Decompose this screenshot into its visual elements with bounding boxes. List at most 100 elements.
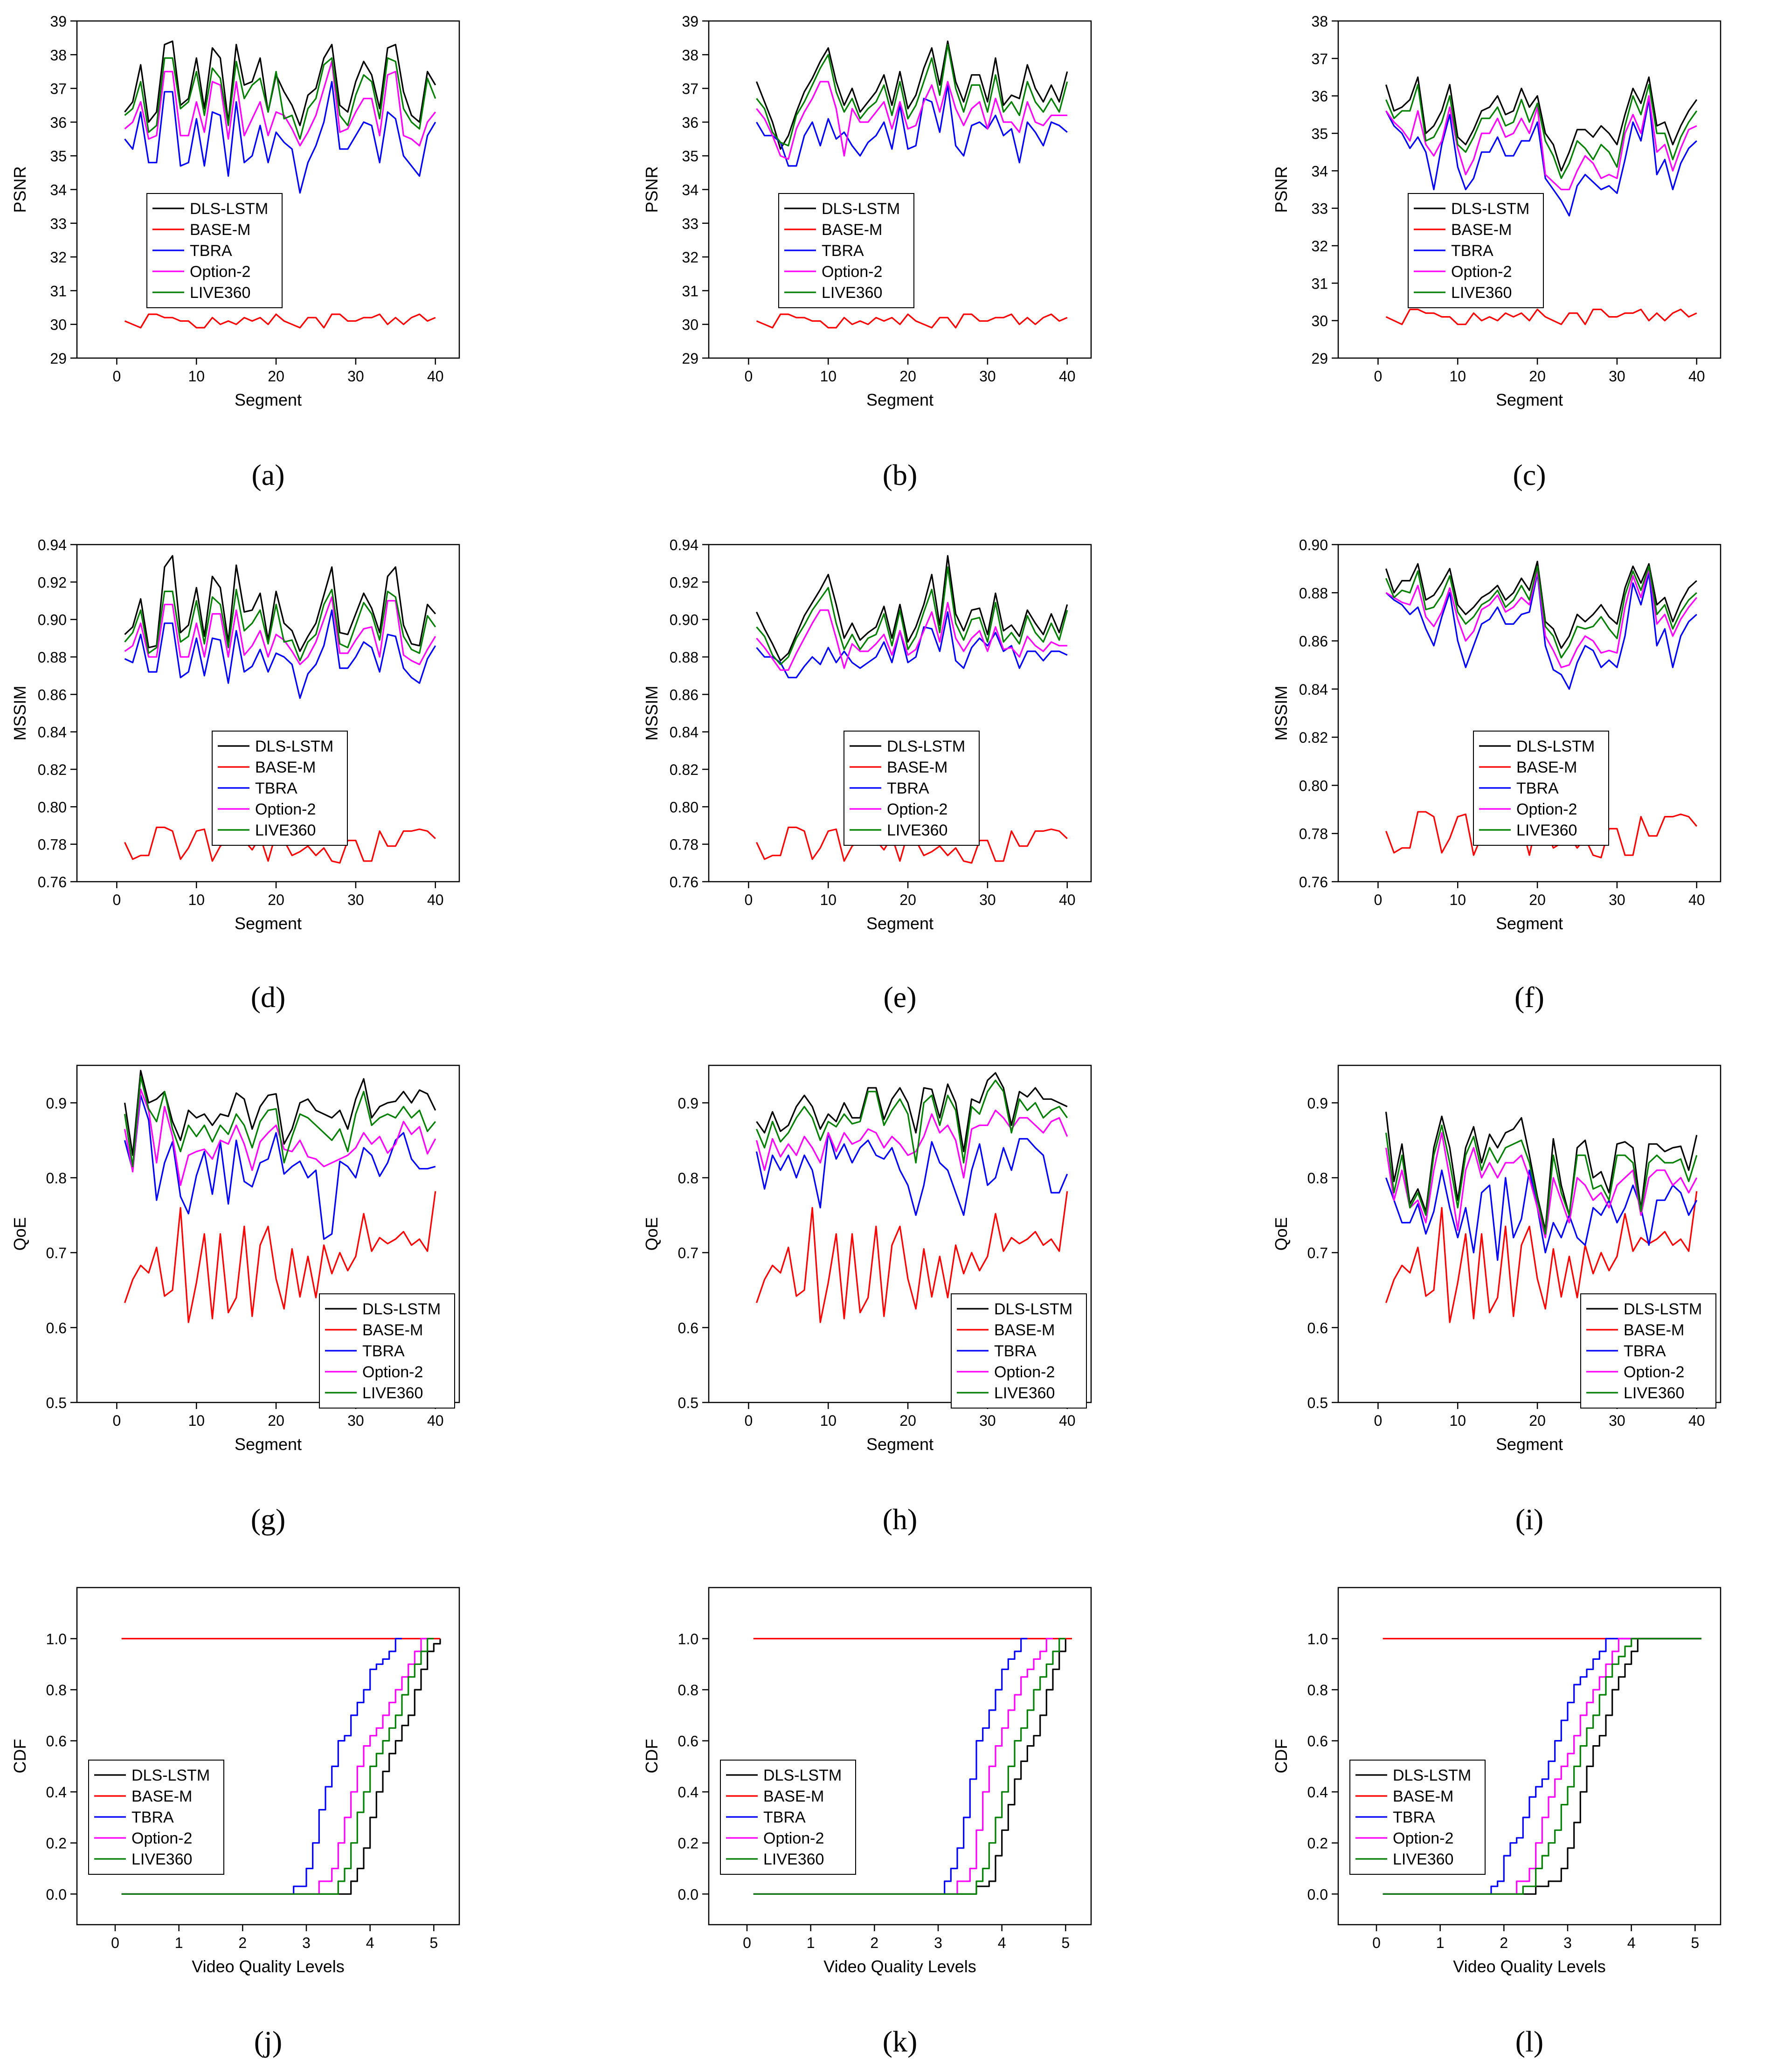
- y-tick-label: 36: [682, 114, 698, 131]
- y-tick-label: 0.84: [38, 724, 67, 741]
- x-tick-label: 3: [1563, 1934, 1572, 1951]
- x-tick-label: 5: [429, 1934, 438, 1951]
- y-axis-label: QoE: [1272, 1217, 1291, 1250]
- panel-caption: (l): [1515, 2025, 1543, 2058]
- x-tick-label: 0: [1372, 1934, 1381, 1951]
- y-axis-label: MSSIM: [10, 685, 29, 740]
- plot-frame: [708, 544, 1092, 883]
- legend-label: BASE-M: [1516, 759, 1577, 776]
- x-tick-label: 10: [820, 891, 837, 908]
- legend: DLS-LSTM BASE-M TBRA Option-2 LIVE360: [319, 1293, 455, 1409]
- y-tick-label: 30: [50, 317, 67, 333]
- panel-j: 0.0 0.2 0.4 0.6 0.8 1.0 0 1 2 3 4 5 Video Quality Le…: [10, 1587, 460, 2058]
- x-tick-label: 40: [1059, 891, 1076, 908]
- series-line-live360: [1385, 1124, 1698, 1235]
- series-line-base-m: [1385, 308, 1697, 325]
- panel-h: 0.5 0.6 0.7 0.8 0.9 0 10 20 30 40 Segment QoE DLS-LS…: [642, 1064, 1092, 1536]
- panel-l: 0.0 0.2 0.4 0.6 0.8 1.0 0 1 2 3 4 5 Video Quality Le…: [1272, 1587, 1722, 2058]
- legend-label: DLS-LSTM: [887, 738, 965, 755]
- x-tick-label: 1: [175, 1934, 183, 1951]
- x-axis-label: Segment: [1496, 914, 1563, 933]
- y-tick-label: 29: [50, 350, 67, 367]
- plot-frame: [708, 1587, 1092, 1926]
- y-tick-label: 0.6: [46, 1319, 67, 1336]
- x-tick-label: 2: [238, 1934, 247, 1951]
- y-axis-label: MSSIM: [642, 685, 661, 740]
- series-line-base-m: [124, 1191, 436, 1323]
- panel-caption: (g): [251, 1503, 286, 1536]
- y-tick-label: 39: [682, 13, 698, 30]
- y-tick-label: 0.80: [1299, 777, 1328, 794]
- y-tick-label: 0.86: [38, 686, 67, 703]
- y-tick-label: 0.76: [1299, 874, 1328, 891]
- legend-label: TBRA: [255, 780, 297, 797]
- y-tick-label: 38: [682, 47, 698, 63]
- series-line-tbra: [121, 1637, 402, 1895]
- series-line-dls-lstm: [1383, 1637, 1701, 1895]
- series-line-tbra: [756, 84, 1068, 167]
- y-tick-label: 31: [1311, 275, 1328, 292]
- y-tick-label: 37: [1311, 50, 1328, 67]
- x-tick-label: 20: [1529, 891, 1546, 908]
- legend-label: Option-2: [131, 1830, 192, 1847]
- x-tick-label: 0: [745, 891, 753, 908]
- series-line-base-m: [756, 313, 1068, 329]
- legend-label: TBRA: [190, 242, 232, 260]
- legend: DLS-LSTM BASE-M TBRA Option-2 LIVE360: [88, 1760, 224, 1875]
- panel-caption: (h): [883, 1503, 918, 1536]
- legend: DLS-LSTM BASE-M TBRA Option-2 LIVE360: [1473, 731, 1609, 846]
- series-line-option-2: [756, 81, 1067, 160]
- y-tick-label: 0.8: [1307, 1170, 1328, 1187]
- x-tick-label: 40: [427, 891, 444, 908]
- panel-caption: (a): [251, 458, 284, 491]
- plot-frame: [1337, 544, 1722, 883]
- plot-frame: [1337, 1064, 1722, 1403]
- x-tick-label: 2: [1500, 1934, 1508, 1951]
- y-tick-label: 35: [682, 148, 698, 165]
- legend-label: BASE-M: [131, 1788, 192, 1805]
- series-line-live360: [1383, 1637, 1701, 1895]
- x-tick-label: 10: [188, 1412, 205, 1429]
- plot-frame: [708, 1064, 1092, 1403]
- legend-label: BASE-M: [190, 221, 250, 239]
- x-tick-label: 3: [934, 1934, 942, 1951]
- y-tick-label: 39: [50, 13, 67, 30]
- x-tick-label: 10: [820, 368, 837, 385]
- legend-label: TBRA: [1393, 1809, 1435, 1826]
- legend-label: Option-2: [887, 801, 947, 818]
- x-tick-label: 20: [899, 891, 916, 908]
- legend-label: DLS-LSTM: [994, 1300, 1072, 1318]
- legend-label: BASE-M: [822, 221, 882, 239]
- legend: DLS-LSTM BASE-M TBRA Option-2 LIVE360: [1349, 1760, 1486, 1875]
- x-tick-label: 30: [1609, 368, 1625, 385]
- series-line-dls-lstm: [753, 1638, 1066, 1895]
- legend-label: DLS-LSTM: [822, 200, 900, 218]
- series-line-live360: [756, 43, 1068, 147]
- y-tick-label: 0.76: [38, 874, 67, 891]
- legend-label: LIVE360: [822, 284, 882, 302]
- y-tick-label: 0.86: [670, 686, 698, 703]
- y-tick-label: 0.0: [1307, 1886, 1328, 1903]
- panel-caption: (f): [1514, 981, 1544, 1014]
- legend: DLS-LSTM BASE-M TBRA Option-2 LIVE360: [720, 1760, 856, 1875]
- y-tick-label: 0.9: [46, 1095, 67, 1112]
- y-tick-label: 0.5: [678, 1395, 698, 1411]
- series-line-tbra: [1385, 99, 1697, 217]
- series-line-tbra: [1385, 1169, 1698, 1261]
- y-tick-label: 0.86: [1299, 633, 1328, 650]
- y-tick-label: 36: [1311, 88, 1328, 105]
- legend-label: DLS-LSTM: [1516, 738, 1595, 755]
- y-tick-label: 0.8: [678, 1682, 698, 1699]
- x-axis-label: Segment: [1496, 390, 1563, 409]
- series-line-live360: [1385, 565, 1697, 659]
- x-axis-label: Segment: [866, 390, 933, 409]
- plot-frame: [76, 544, 460, 883]
- plot-frame: [1337, 1587, 1722, 1926]
- y-tick-label: 36: [50, 114, 67, 131]
- x-tick-label: 40: [427, 1412, 444, 1429]
- panel-a: 29 30 31 32 33 34 35 36 37 38 39 0 10 20 30 40 Segment PS…: [10, 13, 460, 491]
- y-tick-label: 35: [1311, 125, 1328, 142]
- y-tick-label: 0.9: [1307, 1095, 1328, 1112]
- y-tick-label: 0.5: [46, 1395, 67, 1411]
- series-line-tbra: [124, 1094, 436, 1240]
